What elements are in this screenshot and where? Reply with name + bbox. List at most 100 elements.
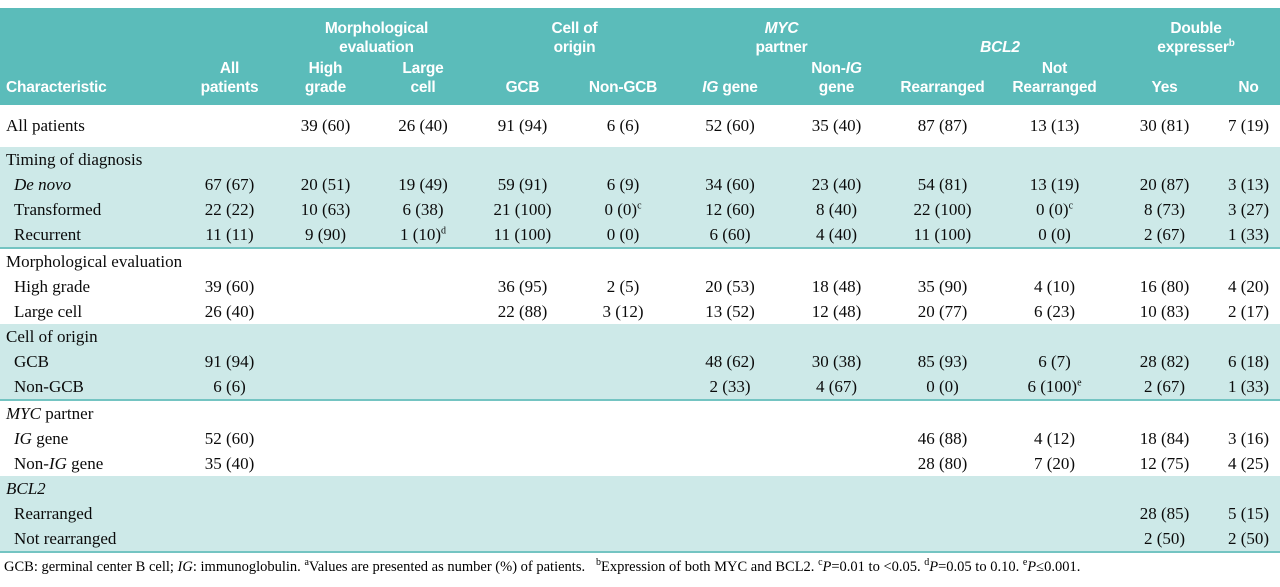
row-label: High grade bbox=[0, 274, 180, 299]
table-row: Not rearranged 2 (50) 2 (50) bbox=[0, 526, 1280, 551]
table-cell bbox=[997, 249, 1112, 274]
group-header-line: Morphological bbox=[324, 20, 429, 37]
table-cell bbox=[675, 451, 785, 476]
table-cell bbox=[372, 349, 474, 374]
table-cell bbox=[571, 501, 675, 526]
table-cell bbox=[1112, 249, 1217, 274]
table-row: Transformed 22 (22) 10 (63) 6 (38) 21 (100) 0… bbox=[0, 197, 1280, 222]
table-cell bbox=[675, 249, 785, 274]
table-cell: 2 (67) bbox=[1143, 225, 1186, 244]
table-cell bbox=[785, 401, 888, 426]
table-cell: 59 (91) bbox=[497, 175, 548, 194]
footnote-marker: c bbox=[637, 200, 642, 212]
footnote-text: Expression of both MYC and BCL2. bbox=[600, 559, 819, 575]
table-cell: 3 (12) bbox=[602, 302, 644, 321]
table-cell bbox=[1217, 249, 1280, 274]
table-cell: 7 (20) bbox=[1033, 454, 1076, 473]
table-cell: 20 (51) bbox=[300, 175, 351, 194]
table-cell bbox=[474, 147, 571, 172]
table-cell bbox=[180, 105, 279, 147]
table-row: MYC partner bbox=[0, 401, 1280, 426]
column-header-text: IG bbox=[845, 60, 862, 77]
column-header-text: Non- bbox=[811, 60, 846, 77]
footnote-marker: d bbox=[441, 225, 447, 237]
table-row: Morphological evaluation bbox=[0, 249, 1280, 274]
row-label-text: BCL2 bbox=[6, 479, 46, 498]
table-cell bbox=[571, 451, 675, 476]
footnote-text: =0.05 to 0.10. bbox=[938, 559, 1023, 575]
table-cell: 1 (10)d bbox=[372, 222, 474, 247]
column-header-rearranged: Rearranged bbox=[900, 79, 985, 96]
table-cell bbox=[571, 476, 675, 501]
table-cell: 18 (84) bbox=[1139, 429, 1190, 448]
row-label-text: partner bbox=[40, 404, 94, 423]
table-cell: 3 (27) bbox=[1227, 200, 1270, 219]
column-header-all-patients: All patients bbox=[180, 59, 279, 105]
table-cell bbox=[474, 526, 571, 551]
row-label: GCB bbox=[0, 349, 180, 374]
table-cell bbox=[888, 401, 997, 426]
table-cell bbox=[571, 324, 675, 349]
table-cell bbox=[571, 349, 675, 374]
table-cell: 34 (60) bbox=[705, 175, 755, 194]
table-cell bbox=[997, 147, 1112, 172]
table-cell bbox=[997, 526, 1112, 551]
group-header-text: expresser bbox=[1157, 39, 1229, 56]
table-cell bbox=[180, 401, 279, 426]
column-header-line: Not bbox=[1041, 60, 1068, 77]
table-cell: 2 (17) bbox=[1227, 302, 1270, 321]
table-row: GCB 91 (94) 48 (62) 30 (38) 85 (93) 6 (7) 28 (… bbox=[0, 349, 1280, 374]
row-label: De novo bbox=[0, 172, 180, 197]
row-label-text: Cell of origin bbox=[6, 327, 98, 346]
group-header-myc-partner: MYC partner bbox=[675, 19, 888, 59]
table-cell: 0 (0) bbox=[1038, 225, 1071, 244]
table-cell: 28 (80) bbox=[917, 454, 968, 473]
table-cell bbox=[474, 401, 571, 426]
column-header-non-gcb: Non-GCB bbox=[588, 79, 658, 96]
table-cell: 35 (40) bbox=[204, 454, 255, 473]
table-row: IG gene 52 (60) 46 (88) 4 (12) 18 (84) 3 (16) bbox=[0, 426, 1280, 451]
table-row: Non-GCB 6 (6) 2 (33) 4 (67) 0 (0) 6 (100)e 2 (… bbox=[0, 374, 1280, 399]
table-cell bbox=[372, 374, 474, 399]
row-label-text: Not rearranged bbox=[14, 529, 117, 548]
row-label-text: Rearranged bbox=[14, 504, 93, 523]
row-label-text: Transformed bbox=[14, 200, 102, 219]
table-cell: 20 (53) bbox=[705, 277, 755, 296]
table-cell bbox=[785, 451, 888, 476]
table-cell bbox=[372, 249, 474, 274]
table-cell: 6 (9) bbox=[606, 175, 640, 194]
table-cell: 23 (40) bbox=[811, 175, 862, 194]
table-cell: 12 (75) bbox=[1139, 454, 1190, 473]
table-cell bbox=[675, 147, 785, 172]
table-cell bbox=[1112, 476, 1217, 501]
column-header-line: grade bbox=[304, 79, 347, 96]
table-cell bbox=[785, 324, 888, 349]
column-header-yes: Yes bbox=[1151, 79, 1178, 96]
row-label-text: IG bbox=[48, 454, 67, 473]
footnote-marker: c bbox=[818, 557, 823, 569]
table-cell bbox=[372, 147, 474, 172]
row-label-text: Morphological evaluation bbox=[6, 252, 183, 271]
footnote-marker: d bbox=[924, 557, 930, 569]
table-cell: 0 (0)c bbox=[997, 197, 1112, 222]
table-cell: 6 (7) bbox=[1038, 352, 1071, 371]
table-cell bbox=[474, 349, 571, 374]
table-cell: 8 (73) bbox=[1143, 200, 1186, 219]
table-cell: 28 (85) bbox=[1139, 504, 1190, 523]
row-label-text: De novo bbox=[14, 175, 72, 194]
table-cell: 9 (90) bbox=[304, 225, 347, 244]
table-cell bbox=[675, 501, 785, 526]
column-header-characteristic: Characteristic bbox=[6, 79, 107, 96]
table-cell: 6 (38) bbox=[402, 200, 444, 219]
row-label: All patients bbox=[0, 105, 180, 147]
column-header-line: Rearranged bbox=[1012, 79, 1097, 96]
footnote-text: : immunoglobulin. bbox=[192, 559, 305, 575]
table-cell: 39 (60) bbox=[204, 277, 255, 296]
footnote-marker: e bbox=[1077, 377, 1082, 389]
table-row: Rearranged 28 (85) 5 (15) bbox=[0, 501, 1280, 526]
footnote-text: =0.01 to <0.05. bbox=[831, 559, 925, 575]
table-cell: 36 (95) bbox=[497, 277, 548, 296]
table-cell: 10 (83) bbox=[1139, 302, 1190, 321]
row-label-text: Non- bbox=[14, 454, 49, 473]
column-header-text: gene bbox=[718, 79, 758, 96]
